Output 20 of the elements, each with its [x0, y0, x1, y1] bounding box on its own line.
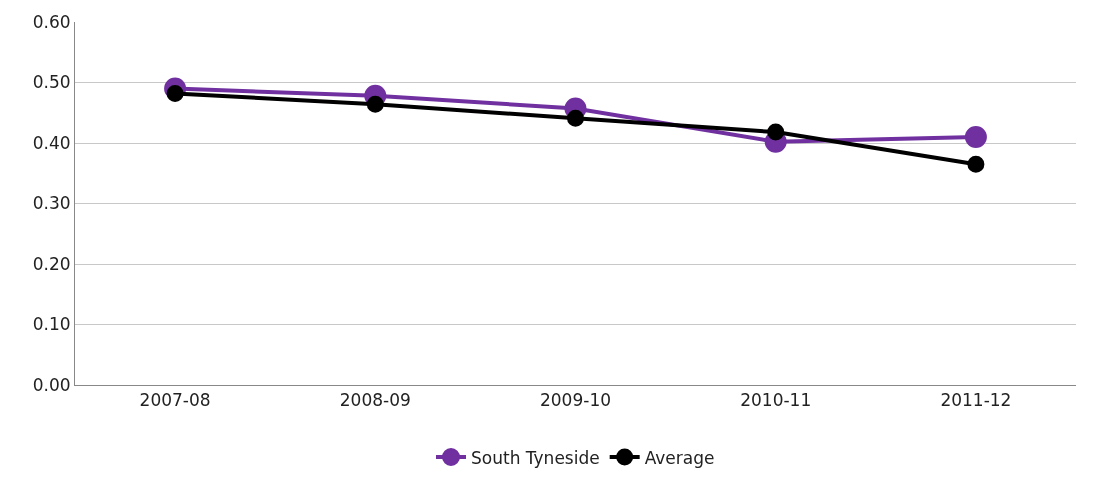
y-tick-label: 0.50 — [32, 72, 71, 93]
point — [967, 155, 985, 173]
point — [366, 95, 384, 113]
y-tick-label: 0.60 — [32, 11, 71, 32]
x-tick-label: 2010-11 — [740, 390, 812, 411]
point — [964, 125, 987, 148]
x-tick-label: 2009-10 — [539, 390, 612, 411]
y-tick-label: 0.00 — [32, 374, 71, 395]
point — [767, 123, 785, 141]
x-tick-label: 2007-08 — [139, 390, 211, 411]
x-tick-label: 2008-09 — [339, 390, 411, 411]
legend-label: South Tyneside — [471, 447, 600, 468]
point — [567, 109, 584, 127]
y-tick-label: 0.20 — [32, 253, 71, 274]
y-tick-label: 0.30 — [32, 193, 71, 214]
y-tick-label: 0.10 — [32, 314, 71, 335]
y-tick-label: 0.40 — [32, 132, 71, 153]
point — [166, 84, 184, 102]
legend-label: Average — [644, 447, 715, 468]
x-tick-label: 2011-12 — [940, 390, 1012, 411]
